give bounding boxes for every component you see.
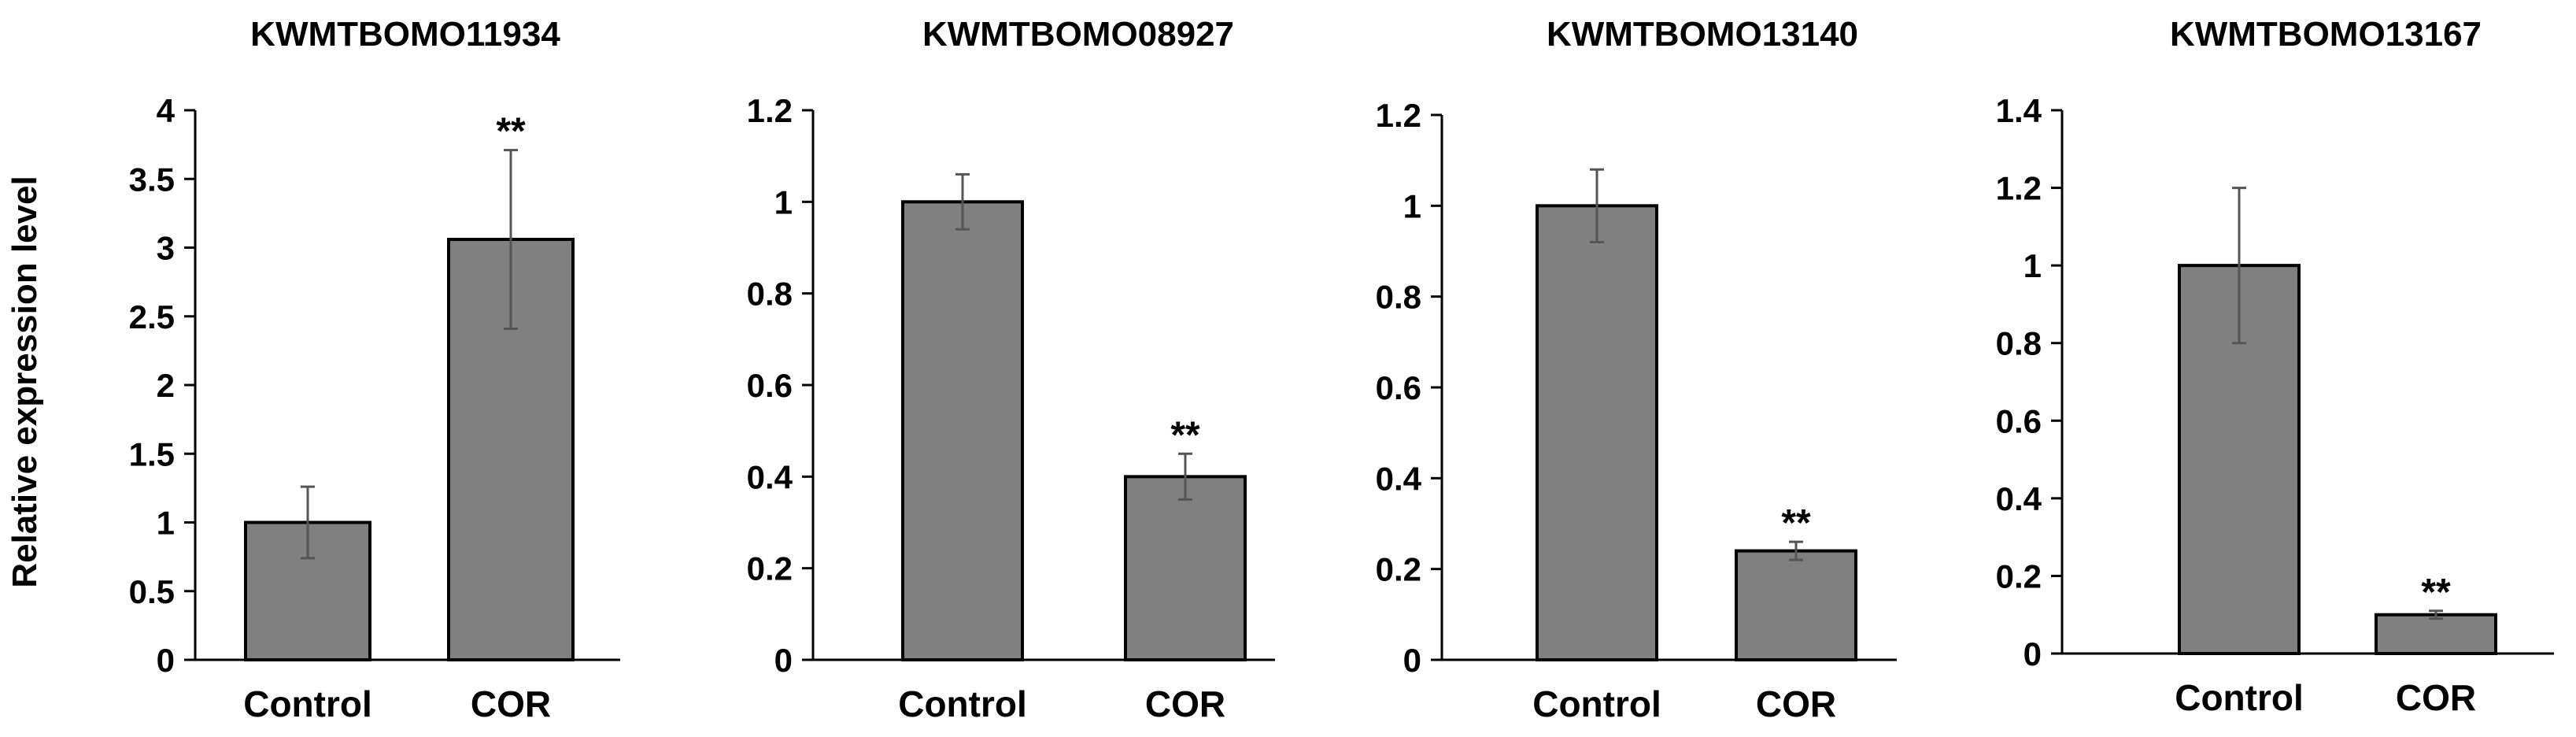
y-tick-label: 0 — [2023, 635, 2042, 672]
bar-cor — [1735, 549, 1857, 661]
chart-panels: KWMTBOMO11934 0 0.5 1 1.5 2 2.5 3 3.5 4 Control ** C… — [129, 15, 2554, 724]
y-tick-label: 1.5 — [129, 435, 175, 472]
x-tick-label: COR — [1756, 683, 1836, 724]
chart-panel-3: KWMTBOMO13140 0 0.2 0.4 0.6 0.8 1 1.2 Control ** C… — [1376, 15, 1897, 724]
y-tick-label: 0.6 — [1376, 369, 1421, 406]
y-tick-label: 1.2 — [747, 92, 793, 129]
x-tick-label: COR — [471, 683, 551, 724]
significance-label: ** — [496, 111, 526, 153]
chart-title: KWMTBOMO08927 — [922, 15, 1234, 54]
x-tick-label: Control — [1532, 683, 1661, 724]
y-tick-label: 3.5 — [129, 161, 175, 198]
chart-panel-1: KWMTBOMO11934 0 0.5 1 1.5 2 2.5 3 3.5 4 Control ** C… — [129, 15, 620, 724]
y-tick-label: 1 — [157, 505, 175, 542]
y-tick-label: 1.4 — [1996, 92, 2042, 129]
y-tick-label: 0.2 — [1996, 557, 2042, 594]
bar-control — [901, 200, 1024, 662]
y-tick-label: 0 — [1403, 642, 1421, 679]
x-tick-label: Control — [2175, 677, 2304, 718]
y-tick-label: 0 — [157, 642, 175, 679]
y-tick-label: 0.2 — [1376, 551, 1421, 588]
y-tick-label: 0.6 — [1996, 402, 2042, 439]
y-tick-label: 4 — [157, 92, 176, 129]
y-tick-label: 2 — [157, 367, 175, 404]
y-axis-label: Relative expression level — [6, 176, 44, 587]
chart-panel-2: KWMTBOMO08927 0 0.2 0.4 0.6 0.8 1 1.2 Control ** C… — [747, 15, 1275, 724]
y-tick-label: 0.8 — [1996, 325, 2042, 362]
y-tick-label: 0.2 — [747, 550, 793, 587]
y-tick-label: 3 — [157, 230, 175, 267]
significance-label: ** — [1781, 502, 1811, 544]
y-tick-label: 0.5 — [129, 573, 175, 610]
bar-cor — [1124, 475, 1247, 661]
x-tick-label: COR — [2396, 677, 2476, 718]
y-tick-label: 1.2 — [1996, 170, 2042, 207]
y-tick-label: 0.4 — [747, 458, 793, 495]
y-tick-label: 1.2 — [1376, 97, 1421, 134]
x-tick-label: COR — [1145, 683, 1225, 724]
chart-title: KWMTBOMO13167 — [2170, 15, 2482, 54]
y-tick-label: 1 — [2023, 247, 2042, 284]
y-tick-label: 1 — [774, 183, 793, 220]
y-tick-label: 0.4 — [1376, 460, 1422, 497]
y-tick-label: 2.5 — [129, 298, 175, 335]
chart-panel-4: KWMTBOMO13167 0 0.2 0.4 0.6 0.8 1 1.2 1.4 Control… — [1996, 15, 2554, 718]
y-tick-label: 0.6 — [747, 367, 793, 404]
y-tick-label: 0.8 — [1376, 279, 1421, 316]
chart-title: KWMTBOMO13140 — [1547, 15, 1858, 54]
significance-label: ** — [2421, 572, 2451, 613]
y-tick-label: 1 — [1403, 187, 1421, 224]
x-tick-label: Control — [243, 683, 372, 724]
y-tick-label: 0.8 — [747, 276, 793, 313]
bar-cor — [2375, 613, 2497, 656]
significance-label: ** — [1170, 414, 1200, 456]
bar-control — [1536, 204, 1658, 662]
chart-title: KWMTBOMO11934 — [250, 15, 560, 54]
y-tick-label: 0.4 — [1996, 480, 2042, 517]
x-tick-label: Control — [898, 683, 1027, 724]
y-tick-label: 0 — [774, 642, 793, 679]
